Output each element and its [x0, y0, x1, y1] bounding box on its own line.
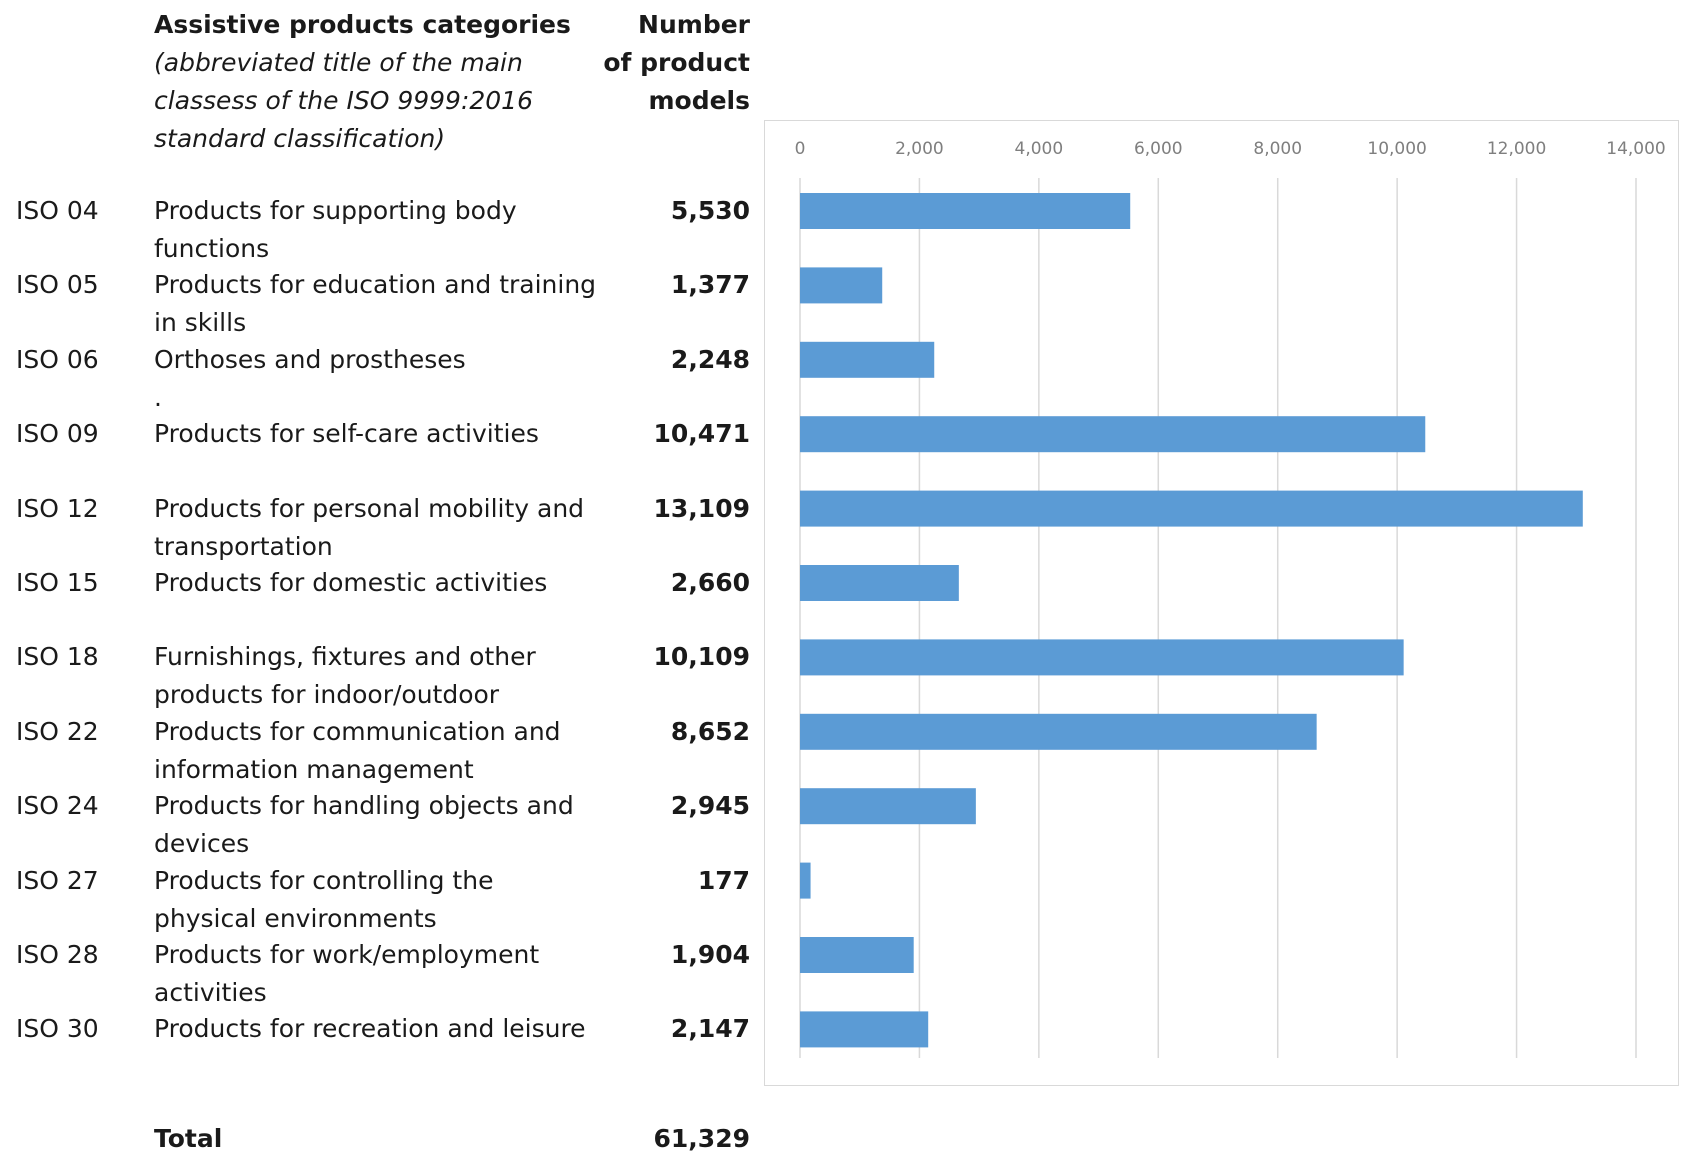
row-label: Products for self-care activities [154, 419, 539, 449]
row-code: ISO 12 [16, 493, 99, 523]
row-value: 1,377 [670, 270, 750, 300]
x-tick-label: 2,000 [895, 139, 944, 159]
row-label: Products for domestic activities [154, 568, 548, 597]
row-value: 2,660 [670, 568, 750, 597]
bar-iso-09 [800, 416, 1426, 453]
category-header-title: Assistive products categories [154, 10, 571, 39]
x-tick-label: 6,000 [1134, 139, 1183, 159]
bar-iso-30 [800, 1011, 929, 1048]
x-tick-label: 8,000 [1253, 139, 1302, 159]
row-value: 8,652 [670, 716, 750, 746]
bar-iso-04 [800, 193, 1131, 229]
row-code: ISO 24 [16, 791, 99, 821]
bar-iso-05 [800, 267, 883, 304]
row-value: 2,147 [670, 1014, 750, 1044]
x-tick-label: 0 [795, 139, 806, 159]
row-label: Products for personal mobility and trans… [154, 493, 593, 561]
row-value: 5,530 [670, 196, 750, 225]
number-header-line2: of product [603, 48, 750, 77]
row-code: ISO 04 [16, 196, 99, 225]
row-code: ISO 27 [16, 865, 99, 895]
row-code: ISO 06 [16, 344, 99, 374]
row-value: 2,248 [670, 344, 750, 374]
x-tick-label: 12,000 [1487, 139, 1546, 159]
bar-iso-12 [800, 490, 1583, 527]
row-code: ISO 30 [16, 1014, 99, 1044]
row-code: ISO 28 [16, 940, 99, 969]
row-label: Products for communication and informati… [154, 716, 569, 784]
row-label: Furnishings, fixtures and other products… [154, 642, 544, 710]
row-value: 177 [697, 865, 750, 895]
x-tick-label: 4,000 [1015, 139, 1064, 159]
row-label: Products for education and training in s… [154, 270, 604, 338]
x-tick-label: 14,000 [1606, 139, 1665, 159]
row-value: 10,471 [653, 419, 750, 449]
row-label: Products for recreation and leisure [154, 1014, 586, 1044]
row-label: Products for handling objects and device… [154, 791, 582, 859]
row-value: 2,945 [670, 791, 750, 821]
row-code: ISO 09 [16, 419, 99, 449]
row-code: ISO 15 [16, 568, 99, 597]
row-code: ISO 05 [16, 270, 99, 300]
total-value: 61,329 [653, 1124, 750, 1153]
bar-iso-06 [800, 341, 935, 378]
row-value: 10,109 [653, 642, 750, 672]
number-header-line1: Number [638, 10, 750, 39]
bar-iso-24 [800, 788, 976, 825]
number-header-line3: models [648, 86, 750, 115]
row-label: Products for controlling the physical en… [154, 865, 502, 933]
bar-iso-27 [800, 862, 811, 899]
row-label: Products for supporting body functions [154, 196, 525, 263]
total-label: Total [154, 1124, 223, 1153]
row-label: Products for work/employment activities [154, 940, 548, 1007]
row-label: Orthoses and prostheses . [154, 344, 609, 412]
row-value: 1,904 [670, 940, 750, 969]
bar-iso-22 [800, 713, 1317, 750]
x-tick-label: 10,000 [1367, 139, 1426, 159]
category-header-subtitle: (abbreviated title of the main classess … [154, 48, 533, 153]
row-code: ISO 18 [16, 642, 99, 672]
bar-iso-15 [800, 565, 959, 601]
number-column-header: Number of product models [590, 6, 750, 120]
chart-plot-frame [764, 120, 1679, 1086]
bar-iso-28 [800, 937, 914, 973]
row-value: 13,109 [653, 493, 750, 523]
row-code: ISO 22 [16, 716, 99, 746]
bar-iso-18 [800, 639, 1404, 676]
category-column-header: Assistive products categories (abbreviat… [154, 6, 624, 158]
